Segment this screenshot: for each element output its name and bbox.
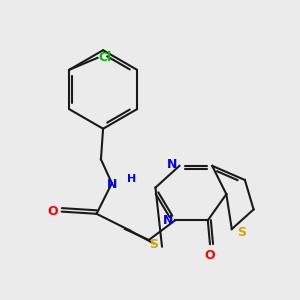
- Text: N: N: [163, 214, 173, 227]
- Text: H: H: [127, 174, 136, 184]
- Text: N: N: [106, 178, 117, 191]
- Text: Cl: Cl: [98, 51, 112, 64]
- Text: S: S: [149, 238, 158, 251]
- Text: O: O: [48, 205, 58, 218]
- Text: O: O: [205, 249, 215, 262]
- Text: N: N: [167, 158, 177, 171]
- Text: S: S: [237, 226, 246, 239]
